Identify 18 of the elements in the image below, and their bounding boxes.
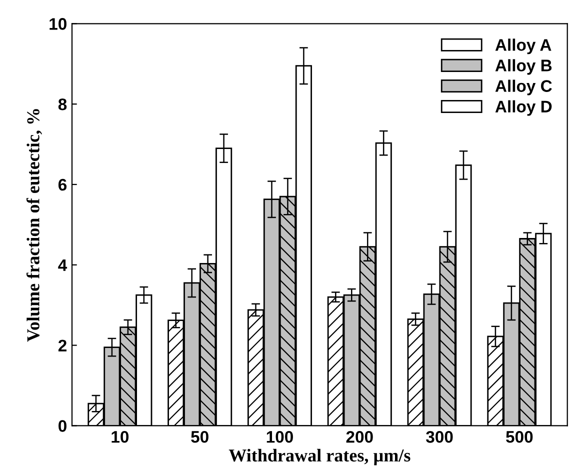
x-axis-title: Withdrawal rates, µm/s xyxy=(228,448,410,466)
legend-label: Alloy C xyxy=(495,80,552,96)
legend-label: Alloy D xyxy=(495,100,552,116)
y-tick-label: 0 xyxy=(58,420,66,432)
x-tick-label: 10 xyxy=(112,431,129,443)
x-tick-label: 200 xyxy=(346,431,373,443)
y-axis-title: Volume fraction of eutectic, % xyxy=(26,109,42,342)
y-tick-label: 2 xyxy=(58,340,66,352)
x-tick-label: 500 xyxy=(506,431,533,443)
x-tick-label: 300 xyxy=(426,431,453,443)
x-tick-label: 100 xyxy=(266,431,293,443)
y-tick-label: 10 xyxy=(50,18,66,30)
legend-label: Alloy B xyxy=(495,59,552,75)
y-tick-label: 8 xyxy=(58,98,67,110)
legend-label: Alloy A xyxy=(495,38,552,54)
x-tick-label: 50 xyxy=(191,431,208,443)
y-tick-label: 4 xyxy=(58,259,68,271)
y-tick-label: 6 xyxy=(58,178,67,191)
